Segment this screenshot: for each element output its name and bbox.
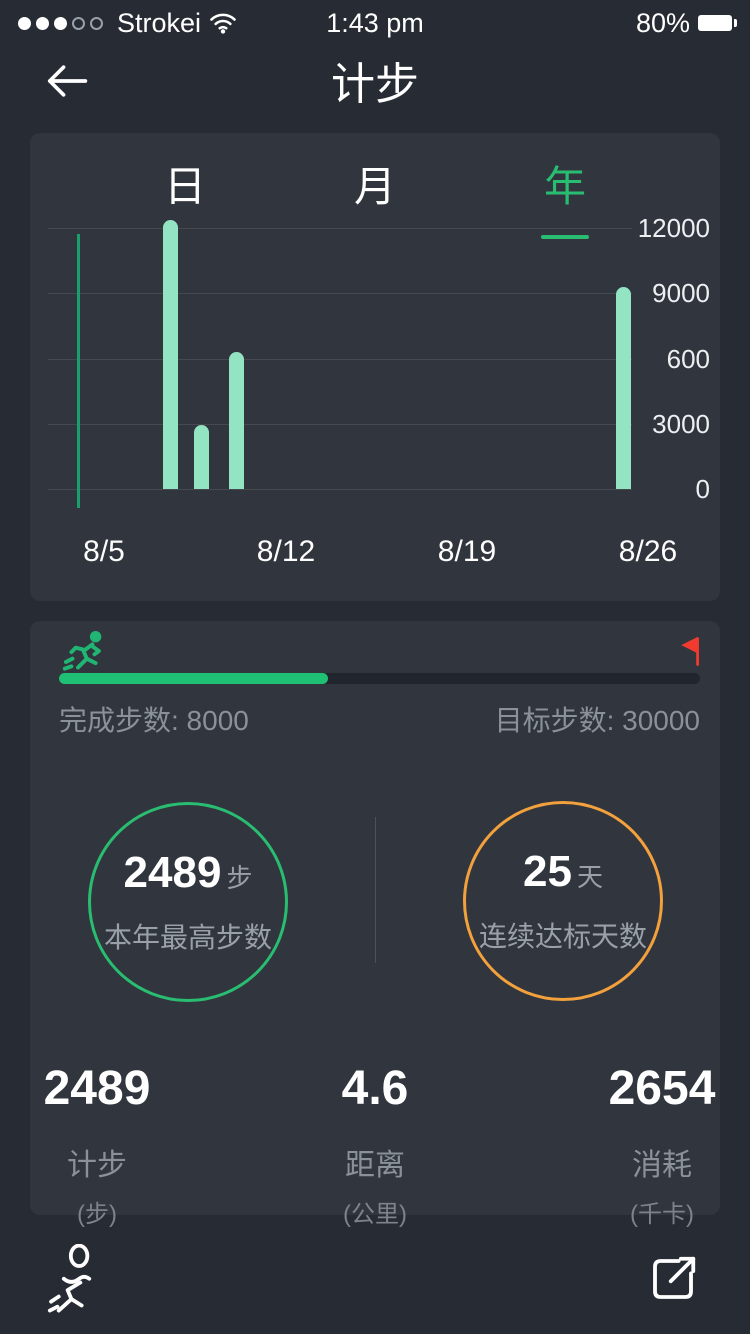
y-axis-tick: 0 (695, 474, 710, 504)
back-button[interactable] (44, 62, 90, 103)
best-steps-caption: 本年最高步数 (103, 922, 272, 953)
bar-chart-plot[interactable]: 12000 9000 600 3000 0 8/5 8/12 8/19 8/26 (30, 133, 720, 601)
carrier-label: Strokei (117, 7, 202, 38)
best-steps-unit: 步 (226, 863, 253, 893)
streak-days-unit: 天 (576, 862, 603, 892)
calories-stat: 2654 消耗 (千卡) (552, 1061, 750, 1229)
status-right: 80% (635, 7, 737, 39)
goal-flag-icon (681, 637, 699, 666)
signal-dot (36, 16, 49, 30)
x-axis-tick: 8/19 (437, 535, 497, 568)
steps-value: 2489 (43, 1062, 151, 1115)
signal-dot (54, 16, 67, 30)
streak-days-caption: 连续达标天数 (478, 921, 647, 952)
streak-days-value: 25 (523, 847, 572, 896)
wifi-icon (210, 13, 236, 34)
steps-label: 计步 (67, 1149, 127, 1182)
tab-month[interactable]: 月 (354, 151, 396, 223)
gridline (48, 489, 632, 490)
x-axis-tick: 8/5 (83, 535, 125, 568)
steps-unit: (步) (77, 1201, 117, 1228)
chart-bar[interactable] (615, 286, 631, 489)
calories-unit: (千卡) (630, 1201, 694, 1228)
progress-labels: 完成步数: 8000 目标步数: 30000 (59, 699, 700, 739)
steps-stat: 2489 计步 (步) (0, 1061, 207, 1229)
battery-icon (698, 15, 737, 31)
distance-label: 距离 (345, 1149, 405, 1182)
runner-icon (62, 630, 102, 671)
calories-label: 消耗 (632, 1149, 692, 1182)
x-axis-tick: 8/12 (256, 535, 316, 568)
period-tabs: 日 月 年 (30, 151, 720, 223)
chart-bar[interactable] (162, 220, 178, 489)
x-axis-tick: 8/26 (618, 535, 678, 568)
target-steps-label: 目标步数: 30000 (494, 705, 700, 736)
gridline (48, 293, 632, 294)
best-steps-value-row: 2489 步 (124, 848, 253, 898)
runner-button[interactable] (46, 1243, 102, 1319)
y-axis-tick: 12000 (637, 213, 710, 243)
distance-unit: (公里) (343, 1201, 407, 1228)
runner-outline-icon (47, 1243, 92, 1313)
back-arrow-icon (47, 65, 88, 97)
gridline (48, 228, 632, 229)
distance-stat: 4.6 距离 (公里) (265, 1061, 485, 1229)
progress-bar-track (59, 673, 700, 684)
progress-bar-fill (59, 673, 329, 684)
tab-year[interactable]: 年 (544, 151, 586, 223)
streak-days-value-row: 25 天 (523, 847, 603, 897)
header: 计步 (0, 52, 750, 118)
goal-stats-card: 完成步数: 8000 目标步数: 30000 2489 步 本年最高步数 25 … (30, 621, 720, 1228)
tab-day[interactable]: 日 (164, 151, 206, 223)
status-left: Strokei (18, 8, 237, 39)
chart-bar[interactable] (193, 424, 209, 489)
gridline (48, 359, 632, 360)
calories-value: 2654 (608, 1062, 716, 1115)
y-axis-tick: 9000 (652, 278, 710, 308)
y-axis-tick: 600 (666, 344, 710, 374)
distance-value: 4.6 (341, 1062, 409, 1115)
completed-steps-label: 完成步数: 8000 (59, 705, 249, 736)
signal-strength-icon (18, 16, 103, 30)
best-steps-value: 2489 (123, 848, 222, 897)
chart-cursor-line (76, 234, 80, 508)
battery-percent-label: 80% (635, 7, 690, 38)
signal-dot (72, 16, 85, 30)
circle-divider (375, 817, 376, 963)
signal-dot (18, 16, 31, 30)
streak-days-circle: 25 天 连续达标天数 (463, 801, 663, 1001)
share-icon (653, 1256, 696, 1299)
share-button[interactable] (646, 1252, 700, 1309)
best-steps-circle: 2489 步 本年最高步数 (88, 802, 288, 1002)
step-chart-card: 日 月 年 12000 9000 600 3000 0 8/5 8/12 8/1… (30, 133, 720, 601)
y-axis-tick: 3000 (652, 409, 710, 439)
chart-bar[interactable] (228, 351, 244, 489)
signal-dot (90, 16, 103, 30)
status-bar: Strokei 1:43 pm 80% (0, 0, 750, 46)
gridline (48, 424, 632, 425)
page-title: 计步 (331, 60, 419, 109)
